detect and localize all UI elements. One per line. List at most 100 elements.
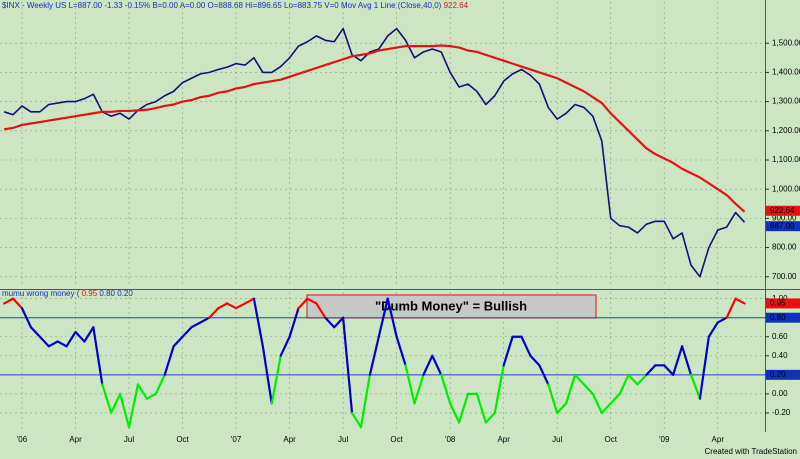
oscillator-segment <box>217 302 229 310</box>
oscillator-segment <box>199 316 211 324</box>
x-tick-label: '07 <box>231 435 242 444</box>
oscillator-segment <box>395 335 407 367</box>
oscillator-segment <box>573 373 586 386</box>
x-tick-label: '06 <box>17 435 28 444</box>
oscillator-segment <box>306 297 318 305</box>
oscillator-segment <box>74 330 86 343</box>
price-marker-label: 922.64 <box>770 206 795 215</box>
oscillator-segment <box>502 335 514 367</box>
oscillator-segment <box>449 402 461 424</box>
y-tick-label: 700.00 <box>772 272 797 281</box>
oscillator-segment <box>333 316 345 329</box>
oscillator-segment <box>663 364 675 376</box>
x-tick-label: Jul <box>338 435 348 444</box>
annotation: "Dumb Money" = Bullish <box>375 298 527 313</box>
oscillator-segment <box>600 402 612 415</box>
y-tick-label: 0.00 <box>772 389 788 398</box>
oscillator-segment <box>315 302 327 319</box>
oscillator-segment <box>591 392 603 415</box>
oscillator-segment <box>350 411 363 429</box>
x-tick-label: Jul <box>124 435 134 444</box>
oscillator-segment <box>154 373 166 396</box>
oscillator-segment <box>297 297 309 310</box>
oscillator-segment <box>56 340 68 348</box>
header-text: $INX - Weekly US L=887.00 -1.33 -0.15% B… <box>2 1 442 10</box>
oscillator-segment <box>698 335 710 400</box>
oscillator-segment <box>119 392 131 429</box>
oscillator-segment <box>252 297 264 348</box>
oscillator-segment <box>680 345 693 376</box>
level: 0.80 <box>99 289 115 298</box>
oscillator-segment <box>734 297 746 305</box>
oscillator-segment <box>368 335 380 376</box>
oscillator-segment <box>386 297 398 338</box>
oscillator-segment <box>582 383 594 396</box>
level-marker-label: 0.80 <box>770 313 786 322</box>
oscillator-segment <box>689 373 702 400</box>
oscillator-segment <box>261 345 273 405</box>
oscillator-segment <box>440 373 452 405</box>
y-tick-label: 0.60 <box>772 332 788 341</box>
oscillator-segment <box>565 373 577 405</box>
x-tick-label: '08 <box>445 435 456 444</box>
oscillator-segment <box>65 330 77 348</box>
oscillator-segment <box>377 297 389 338</box>
y-tick-label: -0.20 <box>772 408 791 417</box>
y-tick-label: 1,300.00 <box>772 97 800 106</box>
x-tick-label: Oct <box>390 435 403 444</box>
oscillator-segment <box>457 392 470 424</box>
oscillator-segment <box>208 307 220 319</box>
x-tick-label: Jul <box>552 435 562 444</box>
y-tick-label: 1,400.00 <box>772 68 800 77</box>
oscillator-segment <box>636 373 648 386</box>
y-tick-label: 1.00 <box>772 294 788 303</box>
oscillator-segment <box>163 345 175 376</box>
oscillator-segment <box>83 326 95 343</box>
y-tick-label: 1,500.00 <box>772 38 800 47</box>
oscillator-segment <box>475 392 487 424</box>
level: 0.95 <box>82 289 98 298</box>
oscillator-segment <box>609 392 621 405</box>
oscillator-segment <box>359 373 371 429</box>
osc-title: mumu wrong money ( 0.95 0.80 0.20 <box>2 289 133 298</box>
oscillator-segment <box>404 364 416 405</box>
x-tick-label: Apr <box>497 435 510 444</box>
oscillator-segment <box>413 373 425 405</box>
oscillator-segment <box>29 326 41 338</box>
price-marker-label: 887.00 <box>770 221 795 230</box>
moving-average <box>3 44 746 213</box>
oscillator-segment <box>181 326 193 338</box>
oscillator-segment <box>226 302 238 310</box>
level-marker <box>766 312 800 323</box>
oscillator-segment <box>288 307 300 338</box>
x-tick-label: Apr <box>69 435 82 444</box>
oscillator-segment <box>556 402 568 415</box>
oscillator-segment <box>324 316 336 329</box>
oscillator-segment <box>422 354 434 376</box>
oscillator-segment <box>92 326 104 386</box>
oscillator-segment <box>529 354 541 367</box>
y-tick-label: 800.00 <box>772 243 797 252</box>
oscillator-segment <box>3 297 15 305</box>
x-tick-label: Oct <box>176 435 189 444</box>
level: 0.20 <box>117 289 133 298</box>
oscillator-segment <box>627 373 639 386</box>
y-tick-label: 1,100.00 <box>772 155 800 164</box>
ma-value: 922.64 <box>444 1 469 10</box>
oscillator-segment <box>547 383 559 415</box>
oscillator-segment <box>493 364 505 415</box>
header: $INX - Weekly US L=887.00 -1.33 -0.15% B… <box>2 1 469 10</box>
oscillator-segment <box>484 411 496 424</box>
price-marker <box>766 205 800 216</box>
oscillator-segment <box>618 373 630 396</box>
oscillator-segment <box>279 335 291 357</box>
oscillator-segment <box>145 392 157 400</box>
oscillator-segment <box>20 307 33 329</box>
oscillator-segment <box>725 297 737 319</box>
oscillator-segment <box>11 297 24 310</box>
y-tick-label: 1,000.00 <box>772 184 800 193</box>
oscillator-segment <box>38 335 50 348</box>
oscillator-segment <box>136 383 148 400</box>
oscillator-segment <box>110 392 122 415</box>
